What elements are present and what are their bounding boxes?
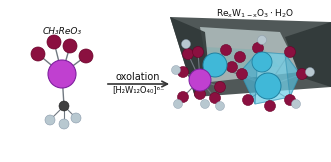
- Circle shape: [220, 45, 231, 56]
- Circle shape: [226, 62, 238, 73]
- Circle shape: [79, 49, 93, 63]
- Circle shape: [210, 93, 220, 104]
- Circle shape: [285, 94, 296, 105]
- Circle shape: [189, 69, 211, 91]
- Polygon shape: [170, 17, 210, 97]
- Circle shape: [297, 69, 307, 80]
- Text: oxolation: oxolation: [116, 72, 160, 82]
- Polygon shape: [200, 27, 300, 82]
- Polygon shape: [240, 52, 300, 104]
- Circle shape: [181, 40, 191, 48]
- Circle shape: [173, 99, 182, 109]
- Circle shape: [48, 60, 76, 88]
- Circle shape: [177, 92, 188, 103]
- Circle shape: [45, 115, 55, 125]
- Circle shape: [59, 101, 69, 111]
- Circle shape: [285, 46, 296, 58]
- Circle shape: [182, 48, 194, 59]
- Circle shape: [47, 35, 61, 49]
- Text: $\mathrm{Re_xW_{1-x}O_3 \cdot H_2O}$: $\mathrm{Re_xW_{1-x}O_3 \cdot H_2O}$: [216, 8, 294, 20]
- Circle shape: [193, 46, 204, 58]
- Circle shape: [63, 39, 77, 53]
- Circle shape: [195, 88, 206, 99]
- Polygon shape: [285, 22, 331, 87]
- Circle shape: [215, 102, 224, 110]
- Circle shape: [264, 100, 275, 111]
- Polygon shape: [240, 52, 258, 104]
- Circle shape: [237, 69, 248, 80]
- Circle shape: [255, 73, 281, 99]
- Circle shape: [31, 47, 45, 61]
- Polygon shape: [285, 54, 300, 97]
- Circle shape: [71, 113, 81, 123]
- Polygon shape: [255, 52, 290, 104]
- Text: [H₂W₁₂O₄₀]⁶⁻: [H₂W₁₂O₄₀]⁶⁻: [112, 85, 164, 94]
- Circle shape: [203, 53, 227, 77]
- Circle shape: [292, 99, 301, 109]
- Circle shape: [234, 52, 246, 63]
- Circle shape: [253, 42, 263, 53]
- Polygon shape: [170, 17, 331, 97]
- Circle shape: [201, 99, 210, 109]
- Circle shape: [258, 35, 266, 45]
- Circle shape: [306, 68, 314, 76]
- Circle shape: [177, 66, 188, 77]
- Circle shape: [171, 65, 180, 75]
- Circle shape: [214, 81, 225, 93]
- Circle shape: [252, 52, 272, 72]
- Circle shape: [243, 94, 254, 105]
- Text: CH₃ReO₃: CH₃ReO₃: [42, 28, 81, 36]
- Polygon shape: [205, 47, 280, 70]
- Circle shape: [59, 119, 69, 129]
